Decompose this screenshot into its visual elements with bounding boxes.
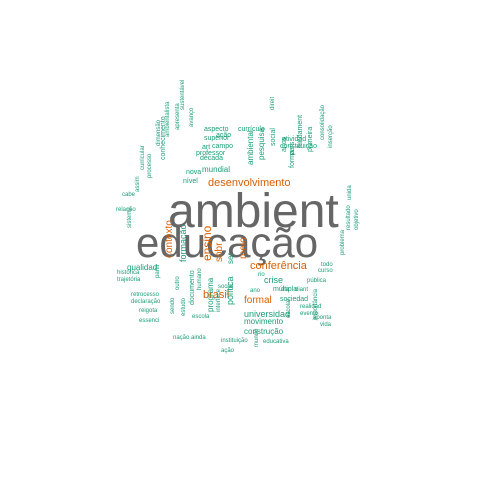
cloud-word: movimento — [244, 317, 284, 326]
cloud-word: forma — [289, 150, 296, 168]
cloud-word: assim — [135, 176, 141, 192]
cloud-word: qualidad — [127, 263, 158, 272]
cloud-word: estudo — [181, 297, 187, 316]
cloud-word: formação — [178, 224, 188, 262]
cloud-word: social — [218, 284, 234, 290]
cloud-word: contexto — [164, 220, 175, 258]
cloud-word: trajetória — [117, 277, 141, 283]
cloud-word: mundial — [202, 165, 231, 174]
cloud-word: sendo — [170, 297, 176, 314]
cloud-word: curso — [318, 268, 333, 274]
cloud-word: realidad — [300, 304, 322, 310]
cloud-word: ação — [216, 132, 232, 139]
cloud-word: brasil — [203, 289, 230, 301]
cloud-word: escola — [192, 314, 210, 320]
cloud-word: vida — [320, 322, 332, 328]
cloud-word: ensino — [200, 225, 214, 261]
cloud-word: todo — [321, 262, 333, 268]
cloud-word: ano — [250, 288, 261, 294]
cloud-word: humano — [197, 268, 203, 290]
cloud-word: cabe — [122, 192, 136, 198]
cloud-word: pública — [307, 278, 327, 284]
cloud-word: meio — [238, 237, 249, 259]
cloud-word: aponta — [313, 315, 332, 321]
cloud-word: sociedad — [280, 296, 309, 303]
cloud-word: primeira — [307, 126, 314, 152]
cloud-word: retrocesso — [131, 292, 160, 298]
cloud-word: mundo — [254, 328, 260, 347]
cloud-word: educação — [136, 219, 319, 266]
cloud-word: múltipla — [273, 286, 298, 293]
cloud-word: professor — [196, 150, 226, 157]
cloud-word: universidad — [244, 309, 291, 319]
cloud-word: nação — [173, 335, 190, 341]
cloud-word: inserção — [328, 125, 334, 148]
cloud-word: sistema — [127, 207, 133, 228]
cloud-word: ser — [226, 252, 235, 264]
cloud-word: sobr — [214, 242, 225, 262]
cloud-word: consolidação — [320, 104, 326, 140]
cloud-word: dimensão — [156, 119, 162, 146]
cloud-word: objetivo — [354, 209, 360, 230]
cloud-word: constituição — [280, 143, 317, 150]
cloud-word: currículo — [238, 126, 265, 133]
cloud-word: formal — [244, 295, 272, 306]
cloud-word: declaração — [131, 299, 161, 305]
cloud-word: interface — [216, 288, 222, 312]
cloud-word: conferência — [250, 260, 307, 272]
cloud-word: importância — [313, 288, 319, 320]
cloud-word: reigota — [139, 308, 158, 314]
cloud-word: ainda — [191, 335, 206, 341]
cloud-word: curricular — [140, 145, 146, 170]
cloud-word: diant — [295, 287, 309, 293]
cloud-word: ambiental — [246, 130, 255, 165]
cloud-word: partir — [155, 264, 161, 278]
cloud-word: educativa — [263, 339, 289, 345]
cloud-word: relação — [116, 207, 136, 213]
cloud-word: outro — [175, 276, 181, 290]
cloud-word: ação — [221, 348, 235, 354]
cloud-word: crise — [264, 275, 284, 285]
cloud-word: ambient — [168, 185, 339, 238]
cloud-word: histórica — [117, 270, 140, 276]
cloud-word: nível — [183, 178, 198, 185]
cloud-word: processo — [147, 153, 153, 178]
cloud-word: essenci — [139, 318, 160, 324]
cloud-word: escolar — [286, 298, 292, 318]
cloud-word: rio — [258, 272, 265, 278]
cloud-word: avanço — [189, 107, 195, 127]
cloud-word: nova — [186, 169, 202, 176]
cloud-word: resultado — [346, 205, 352, 230]
cloud-word: apresenta — [175, 103, 181, 130]
cloud-word: atividad — [282, 136, 307, 143]
cloud-word: desenvolvimento — [208, 177, 291, 189]
cloud-word: direit — [270, 96, 276, 110]
cloud-word: década — [200, 155, 223, 162]
cloud-word: social — [270, 128, 277, 146]
cloud-word: ambientalista — [165, 101, 171, 137]
cloud-word: dia — [281, 287, 290, 293]
cloud-word: política — [225, 276, 235, 305]
cloud-word: evento — [300, 311, 319, 317]
cloud-word: campo — [212, 143, 234, 150]
cloud-word: anos — [281, 136, 288, 152]
cloud-word: construção — [244, 327, 284, 336]
cloud-word: unida — [347, 185, 353, 200]
cloud-word: aspecto — [204, 126, 229, 133]
cloud-word: problema — [340, 229, 346, 255]
cloud-word: superior — [204, 135, 230, 142]
cloud-word: documento — [189, 270, 196, 305]
cloud-word: programa — [206, 277, 215, 312]
cloud-word: fundament — [297, 114, 304, 148]
cloud-word: instituição — [221, 338, 248, 344]
cloud-word: art — [202, 144, 211, 151]
